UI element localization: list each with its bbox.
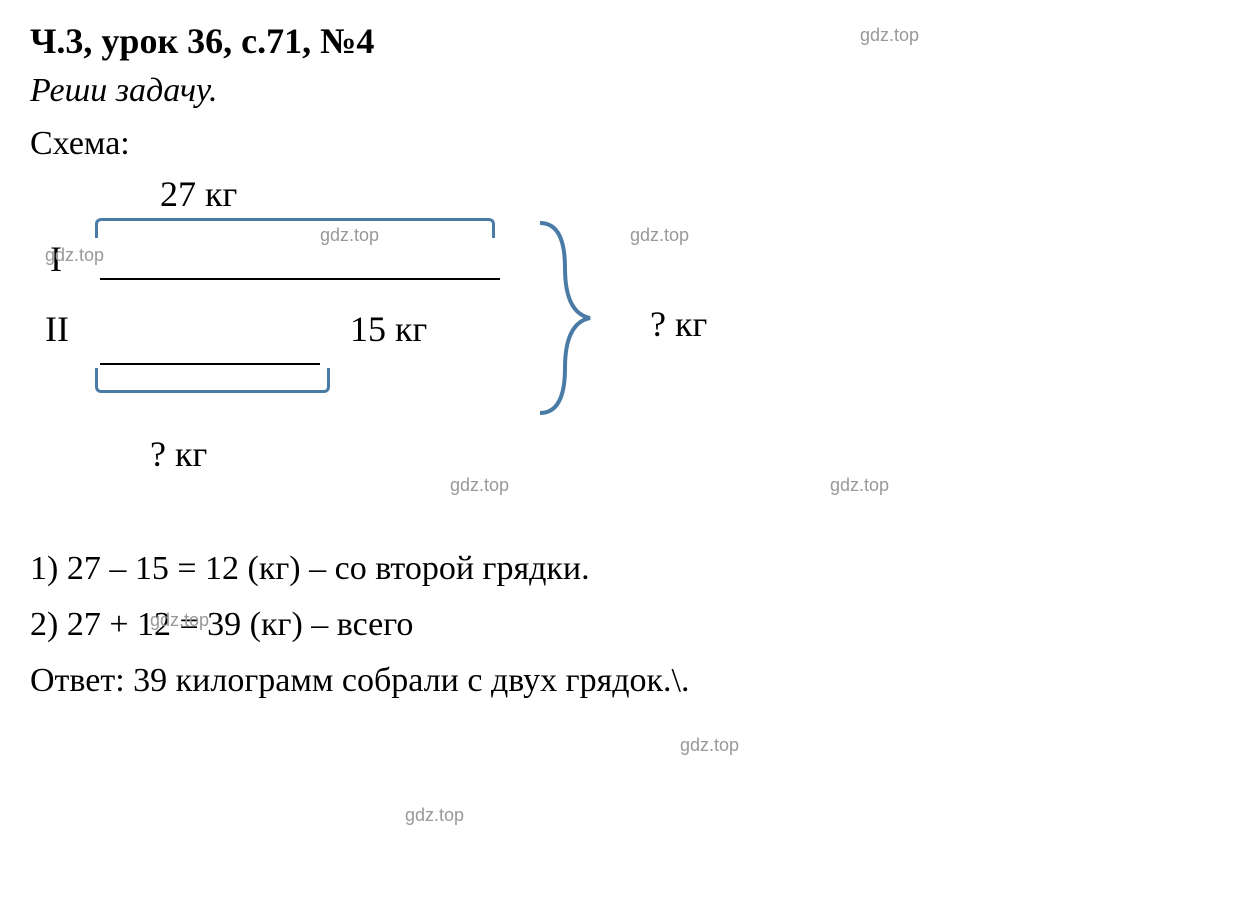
row-2-label: II <box>45 308 69 350</box>
solution-line-1: 1) 27 – 15 = 12 (кг) – со второй грядки. <box>30 543 1227 594</box>
solution-block: 1) 27 – 15 = 12 (кг) – со второй грядки.… <box>30 543 1227 706</box>
line-1 <box>100 278 500 280</box>
watermark: gdz.top <box>405 805 464 826</box>
weight-15-label: 15 кг <box>350 308 427 350</box>
solution-answer: Ответ: 39 килограмм собрали с двух грядо… <box>30 655 1227 706</box>
schema-diagram: 27 кг I II 15 кг ? кг ? кг <box>30 173 930 513</box>
watermark: gdz.top <box>830 475 889 496</box>
bottom-bracket <box>95 368 330 393</box>
watermark: gdz.top <box>320 225 379 246</box>
watermark: gdz.top <box>630 225 689 246</box>
right-brace-icon <box>530 218 610 418</box>
solution-line-2: 2) 27 + 12 = 39 (кг) – всего <box>30 599 1227 650</box>
line-2 <box>100 363 320 365</box>
watermark: gdz.top <box>860 25 919 46</box>
weight-27-label: 27 кг <box>160 173 237 215</box>
question-right-label: ? кг <box>650 303 707 345</box>
watermark: gdz.top <box>150 610 209 631</box>
top-bracket <box>95 218 495 238</box>
question-bottom-label: ? кг <box>150 433 207 475</box>
watermark: gdz.top <box>45 245 104 266</box>
watermark: gdz.top <box>680 735 739 756</box>
page-title: Ч.3, урок 36, с.71, №4 <box>30 20 1227 62</box>
watermark: gdz.top <box>450 475 509 496</box>
schema-label: Схема: <box>30 125 1227 163</box>
subtitle: Реши задачу. <box>30 72 1227 110</box>
